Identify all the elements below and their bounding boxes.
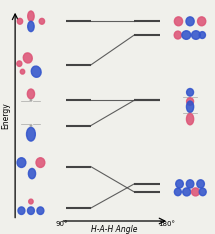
Ellipse shape [28,21,34,32]
Ellipse shape [28,11,34,21]
Ellipse shape [174,31,181,39]
Ellipse shape [192,31,200,39]
Text: 180°: 180° [158,221,175,227]
Ellipse shape [31,66,41,77]
Ellipse shape [23,53,32,63]
Ellipse shape [187,88,194,96]
Ellipse shape [174,17,183,26]
Text: 90°: 90° [55,221,68,227]
Ellipse shape [186,17,194,26]
Ellipse shape [26,127,35,141]
Ellipse shape [17,61,22,66]
Ellipse shape [199,32,206,38]
Ellipse shape [174,188,181,196]
Ellipse shape [27,89,35,99]
Ellipse shape [28,168,36,179]
Ellipse shape [20,69,25,74]
Ellipse shape [18,207,25,215]
Ellipse shape [197,180,204,188]
Ellipse shape [183,188,191,196]
Ellipse shape [17,18,23,24]
Ellipse shape [28,207,34,215]
Ellipse shape [17,158,26,168]
Ellipse shape [182,31,191,39]
Ellipse shape [198,17,206,26]
Ellipse shape [176,180,183,188]
Text: H-A-H Angle: H-A-H Angle [91,225,137,234]
Ellipse shape [199,188,206,196]
Ellipse shape [36,158,45,168]
Ellipse shape [186,101,194,113]
Ellipse shape [187,98,194,105]
Ellipse shape [30,124,32,126]
Ellipse shape [39,18,45,24]
Text: Energy: Energy [1,102,10,128]
Ellipse shape [30,99,32,101]
Ellipse shape [186,113,194,125]
Ellipse shape [29,199,33,204]
Ellipse shape [37,207,44,215]
Ellipse shape [186,180,194,188]
Ellipse shape [192,188,200,196]
